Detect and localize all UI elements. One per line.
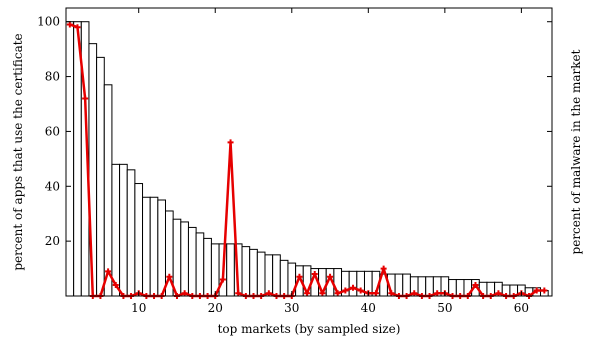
malware-point-38 [350,284,357,291]
y-tick-label-40: 40 [45,179,60,193]
bar-5 [96,56,105,297]
bar-27 [264,254,274,297]
malware-point-14 [166,273,173,280]
malware-point-27 [265,290,272,297]
bar-17 [187,226,197,297]
malware-point-35 [327,273,334,280]
bar-25 [249,248,258,297]
bar-24 [241,246,251,297]
bar-10 [134,183,144,297]
malware-point-6 [105,268,112,275]
bar-44 [394,273,404,297]
bar-29 [279,259,289,297]
bar-6 [103,84,113,297]
bar-9 [126,169,136,297]
malware-point-34 [319,290,326,297]
bar-16 [180,221,189,297]
malware-point-7 [112,282,119,289]
bar-38 [348,270,358,297]
malware-point-22 [227,139,234,146]
bar-8 [119,163,128,297]
x-tick-label-50: 50 [437,301,452,315]
x-tick-label-10: 10 [131,301,146,315]
bar-45 [402,273,411,297]
bar-15 [172,218,182,297]
malware-point-46 [411,290,418,297]
malware-point-3 [82,95,89,102]
x-tick-label-40: 40 [361,301,376,315]
plot-frame [65,7,553,297]
x-axis-title: top markets (by sampled size) [218,322,401,336]
malware-point-63 [541,287,548,294]
malware-point-2 [74,24,81,31]
malware-point-36 [334,290,341,297]
malware-point-31 [296,273,303,280]
bar-19 [203,237,212,297]
malware-point-1 [66,21,73,28]
malware-point-54 [472,282,479,289]
malware-point-41 [372,290,379,297]
x-tick-label-30: 30 [284,301,299,315]
malware-point-33 [311,271,318,278]
bar-28 [272,254,281,297]
y-tick-label-60: 60 [45,124,60,138]
bar-7 [111,163,121,297]
x-tick-label-60: 60 [514,301,529,315]
malware-point-39 [357,287,364,294]
malware-point-43 [388,290,395,297]
y-tick-label-20: 20 [45,234,60,248]
y-tick-label-80: 80 [45,70,60,84]
ticks-layer: 10 20 30 40 50 60 20 40 60 80 100 [37,8,552,315]
malware-point-32 [304,290,311,297]
malware-point-37 [342,287,349,294]
malware-point-42 [380,265,387,272]
malware-point-49 [434,290,441,297]
malware-point-21 [219,276,226,283]
malware-point-16 [181,290,188,297]
bar-1 [65,21,75,297]
bar-26 [256,251,266,297]
malware-point-23 [235,290,242,297]
bar-18 [195,232,205,297]
y2-axis-title: percent of malware in the market [569,49,583,254]
bar-12 [149,196,159,297]
bars-layer [65,21,549,297]
malware-point-57 [495,290,502,297]
x-tick-label-20: 20 [208,301,223,315]
y-tick-label-100: 100 [37,15,60,29]
bar-22 [226,243,235,297]
bar-11 [142,196,151,297]
y-axis-title: percent of apps that use the certificate [11,33,25,270]
bar-13 [157,199,166,297]
malware-point-62 [533,287,540,294]
